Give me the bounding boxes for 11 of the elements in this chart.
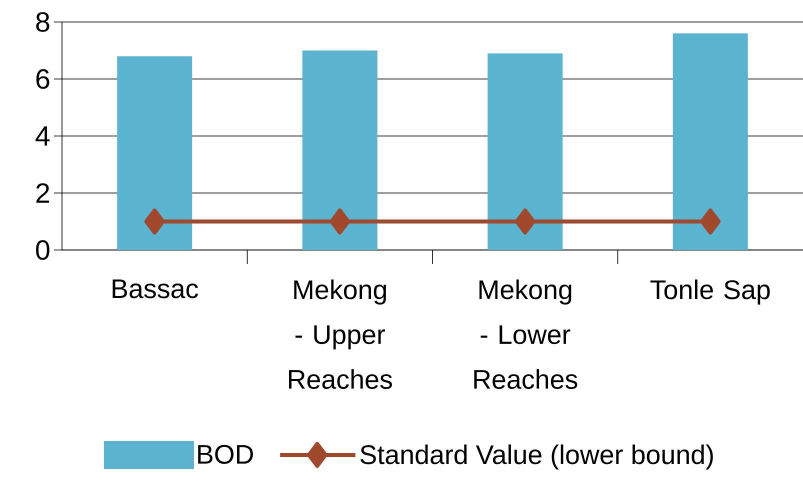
y-tick-label: 2: [36, 183, 50, 203]
y-tick-label: 4: [36, 126, 50, 146]
y-tick-label: 6: [36, 69, 50, 89]
x-tick-label: Tonle Sap: [650, 280, 770, 305]
legend-label: BOD: [198, 444, 253, 464]
y-tick-label: 8: [36, 12, 50, 32]
x-tick-label: Mekong - Lower Reaches: [474, 280, 578, 389]
x-tick-label: Mekong - Upper Reaches: [288, 280, 392, 389]
legend-label: Standard Value (lower bound): [360, 444, 713, 470]
x-tick-label: Bassac: [112, 280, 198, 298]
y-tick-label: 0: [36, 240, 50, 260]
